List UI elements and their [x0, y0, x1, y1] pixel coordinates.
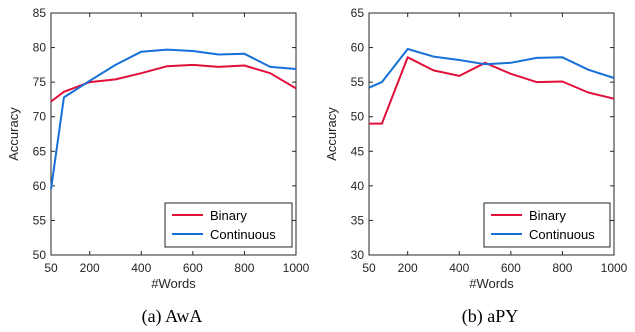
x-axis-label: #Words — [151, 276, 196, 291]
legend-box — [483, 202, 611, 248]
y-tick-label: 75 — [33, 75, 47, 89]
x-tick-label: 400 — [131, 261, 151, 275]
x-tick-label: 1000 — [601, 261, 628, 275]
x-tick-label: 600 — [501, 261, 521, 275]
series-line-continuous — [368, 48, 615, 89]
legend-box — [164, 202, 293, 248]
y-tick-label: 30 — [351, 248, 365, 262]
y-tick-label: 65 — [33, 144, 47, 158]
y-tick-label: 50 — [33, 248, 47, 262]
figure-caption: (b) aPY — [462, 306, 519, 327]
y-tick-label: 65 — [351, 6, 365, 20]
x-tick-label: 50 — [44, 261, 58, 275]
chart-panel-apy: 30 35 40 45 50 55 60 65 50 200 400 600 800 1000 #Words… — [324, 6, 628, 327]
y-axis-label: Accuracy — [324, 107, 339, 161]
y-axis-label: Accuracy — [6, 107, 21, 161]
legend-label: Binary — [210, 208, 247, 223]
y-tick-label: 55 — [351, 75, 365, 89]
y-tick-label: 70 — [33, 110, 47, 124]
legend-label: Binary — [529, 208, 566, 223]
legend-label: Continuous — [210, 227, 276, 242]
y-tick-label: 60 — [351, 41, 365, 55]
x-tick-label: 600 — [183, 261, 203, 275]
chart-panel-awa: 50 55 60 65 70 75 80 85 50 200 400 600 800 1000 #Words… — [6, 6, 310, 327]
x-tick-label: 200 — [80, 261, 100, 275]
series-line-continuous — [50, 48, 297, 190]
x-tick-label: 800 — [234, 261, 254, 275]
y-tick-label: 55 — [33, 213, 47, 227]
y-tick-label: 45 — [351, 144, 365, 158]
y-tick-label: 60 — [33, 179, 47, 193]
legend-label: Continuous — [529, 227, 595, 242]
x-tick-label: 400 — [449, 261, 469, 275]
x-tick-label: 800 — [552, 261, 572, 275]
series-line-binary — [369, 56, 615, 125]
x-tick-label: 1000 — [283, 261, 310, 275]
x-axis-label: #Words — [469, 276, 514, 291]
figure-caption: (a) AwA — [142, 306, 203, 327]
y-tick-label: 85 — [33, 6, 47, 20]
y-tick-label: 50 — [351, 110, 365, 124]
y-tick-label: 40 — [351, 179, 365, 193]
x-tick-label: 50 — [362, 261, 376, 275]
x-tick-label: 200 — [398, 261, 418, 275]
y-tick-label: 80 — [33, 41, 47, 55]
y-tick-label: 35 — [351, 213, 365, 227]
